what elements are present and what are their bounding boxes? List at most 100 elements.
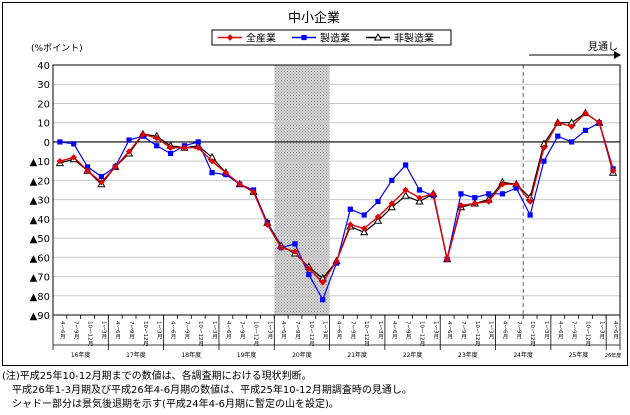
series-1-point [389, 177, 395, 183]
x-tick-label: 4〜6月 [225, 321, 232, 340]
year-label: 21年度 [347, 351, 367, 359]
series-0-point [277, 244, 285, 251]
series-0-point [56, 157, 64, 165]
series-1-point [209, 170, 215, 176]
series-0-point [333, 257, 340, 265]
series-0-point [195, 144, 202, 151]
x-tick-label: 10〜12月 [197, 321, 204, 347]
series-0-point [305, 265, 313, 273]
x-tick-label: 1〜3月 [100, 321, 107, 340]
x-tick-label: 10〜12月 [529, 321, 536, 347]
series-2-point [401, 191, 410, 199]
x-tick-label: 4〜6月 [59, 321, 66, 340]
legend-label-0: 全産業 [246, 32, 276, 45]
series-0-point [70, 154, 77, 161]
series-1-point [292, 241, 298, 247]
note-3: シャドー部分は景気後退期を示す(平成24年4-6月期に暫定の山を設定)。 [12, 399, 339, 410]
series-0-point [167, 144, 174, 151]
x-tick-label: 10〜12月 [418, 321, 425, 347]
series-0-point [471, 200, 478, 207]
x-tick-label: 1〜3月 [322, 321, 329, 340]
x-tick-label: 7〜9月 [405, 321, 412, 340]
series-0-point [430, 190, 437, 198]
series-0-point [347, 221, 354, 228]
series-1-point [582, 127, 589, 133]
x-tick-label: 10〜12月 [253, 321, 260, 347]
series-1-point [513, 185, 519, 191]
series-0-point [443, 256, 451, 263]
x-tick-label: 4〜6月 [114, 321, 121, 340]
series-0-point [568, 123, 575, 130]
series-0-point [236, 181, 243, 188]
series-1-point [167, 150, 174, 157]
series-0-point [360, 225, 368, 232]
chart-title: 中小企業 [288, 10, 340, 26]
series-1-point [195, 139, 201, 145]
forecast-arrow-head [614, 51, 621, 59]
series-1-point [416, 187, 423, 193]
year-label: 18年度 [181, 351, 201, 359]
year-label: 23年度 [458, 351, 478, 359]
year-label: 17年度 [126, 351, 146, 359]
year-label: 25年度 [569, 351, 589, 359]
x-tick-label: 7〜9月 [571, 321, 578, 340]
x-tick-label: 7〜9月 [239, 321, 246, 340]
year-label: 24年度 [513, 351, 533, 359]
series-0-point [264, 221, 271, 228]
x-tick-label: 4〜6月 [280, 321, 287, 340]
series-1-point [486, 191, 492, 197]
series-1-point [375, 198, 381, 205]
series-0-point [139, 131, 147, 138]
series-1-point [347, 206, 353, 212]
series-1-point [458, 191, 464, 197]
series-0-point [374, 213, 382, 221]
x-tick-label: 1〜3月 [598, 321, 605, 340]
y-tick-label: ▲20 [30, 176, 50, 187]
x-tick-label: 4〜6月 [391, 321, 398, 340]
series-0-point [388, 200, 396, 207]
x-tick-label: 1〜3月 [432, 321, 439, 340]
y-tick-label: 40 [37, 61, 50, 72]
x-tick-label: 10〜12月 [363, 321, 370, 347]
x-tick-label: 1〜3月 [211, 321, 218, 340]
year-label: 20年度 [292, 351, 312, 359]
x-tick-label: 1〜3月 [543, 321, 550, 340]
series-1-point [499, 191, 506, 197]
series-0-point [250, 188, 257, 196]
series-1-point [472, 195, 478, 201]
series-1-point [555, 133, 561, 139]
series-0-point [153, 134, 160, 142]
series-2-point [387, 202, 396, 211]
plot-border [52, 64, 621, 316]
series-0-point [540, 144, 548, 151]
x-tick-label: 7〜9月 [349, 321, 356, 340]
series-0-point [554, 119, 561, 126]
y-axis-label: (%ポイント) [31, 43, 83, 54]
note-1: (注)平成25年10-12月期までの数値は、各調査期における現状判断。 [2, 371, 312, 382]
legend-marker-1 [301, 34, 307, 41]
series-0-point [222, 169, 230, 176]
x-tick-label: 1〜3月 [377, 321, 384, 340]
x-tick-label: 7〜9月 [294, 321, 301, 340]
series-line-1 [59, 121, 614, 302]
series-2-point [373, 216, 383, 224]
series-2-point [360, 227, 369, 236]
series-1-point [98, 173, 105, 180]
x-tick-label: 4〜6月 [170, 321, 177, 340]
series-0-point [596, 119, 603, 126]
y-tick-label: ▲60 [30, 253, 50, 264]
x-tick-label: 7〜9月 [128, 321, 135, 340]
series-1-point [154, 143, 160, 149]
y-tick-label: ▲10 [30, 157, 50, 168]
y-tick-label: ▲30 [30, 196, 50, 207]
series-0-point [98, 179, 105, 186]
y-tick-label: 10 [37, 119, 50, 130]
x-tick-label: 4〜6月 [557, 321, 564, 340]
series-0-point [582, 109, 589, 117]
year-label: 22年度 [403, 351, 423, 359]
legend-label-2: 非製造業 [394, 32, 434, 45]
x-tick-label: 10〜12月 [142, 321, 149, 347]
legend-label-1: 製造業 [320, 32, 350, 45]
series-0-point [402, 186, 409, 194]
x-tick-label: 7〜9月 [73, 321, 80, 340]
